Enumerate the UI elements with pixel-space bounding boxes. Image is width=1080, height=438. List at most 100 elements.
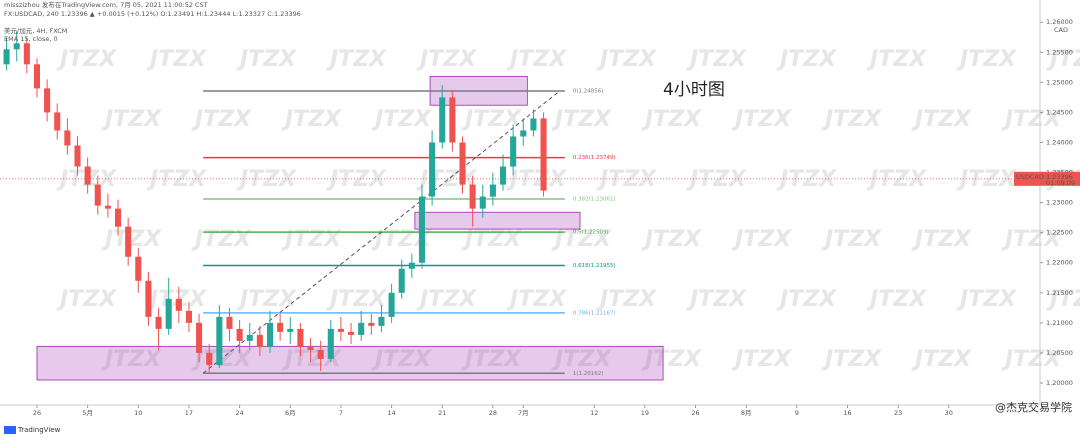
x-tick-label: 9 xyxy=(795,409,799,417)
zone xyxy=(36,345,664,381)
candle-body xyxy=(530,118,537,131)
symbol-tag: USDCAD xyxy=(1016,173,1044,181)
y-tick-label: 1.23000 xyxy=(1046,199,1073,207)
x-tick-label: 26 xyxy=(691,409,699,417)
x-tick-label: 23 xyxy=(894,409,902,417)
candle-body xyxy=(479,196,486,209)
candle-body xyxy=(277,322,284,332)
x-tick-label: 14 xyxy=(387,409,395,417)
x-tick-label: 7 xyxy=(339,409,343,417)
x-tick-label: 5月 xyxy=(82,409,93,417)
watermark: JTZX xyxy=(821,347,882,372)
candle-body xyxy=(439,97,446,143)
tv-logo xyxy=(4,426,16,434)
y-tick-label: 1.25000 xyxy=(1046,78,1073,86)
watermark: JTZX xyxy=(776,287,837,312)
footer-brand: TradingView xyxy=(17,426,61,434)
candle-body xyxy=(44,88,51,113)
candle-body xyxy=(429,142,436,197)
x-tick-label: 28 xyxy=(489,409,497,417)
chart-title: 4小时图 xyxy=(663,80,725,100)
candle-body xyxy=(114,208,122,227)
candle-body xyxy=(378,316,385,326)
watermark: JTZX xyxy=(236,47,297,72)
candle-body xyxy=(216,316,223,365)
x-tick-label: 24 xyxy=(235,409,243,417)
candle-body xyxy=(418,196,426,263)
watermark: JTZX xyxy=(911,107,972,132)
candle-body xyxy=(145,280,152,317)
watermark: JTZX xyxy=(281,227,342,252)
candle-body xyxy=(358,322,365,335)
candle-body xyxy=(398,268,405,293)
candle-body xyxy=(54,112,61,131)
candle-body xyxy=(246,334,253,341)
candle-body xyxy=(74,145,81,167)
watermark: JTZX xyxy=(371,107,432,132)
watermark: JTZX xyxy=(506,167,567,192)
candle-body xyxy=(469,184,476,209)
watermark: JTZX xyxy=(326,287,387,312)
watermark: JTZX xyxy=(1046,287,1080,312)
watermark: JTZX xyxy=(641,107,702,132)
candle-body xyxy=(206,352,213,365)
watermark: JTZX xyxy=(596,287,657,312)
watermark: JTZX xyxy=(731,347,792,372)
watermark: JTZX xyxy=(281,107,342,132)
watermark: JTZX xyxy=(866,47,927,72)
watermark: JTZX xyxy=(191,227,252,252)
candle-body xyxy=(287,328,294,332)
watermark: JTZX xyxy=(326,167,387,192)
zone xyxy=(414,211,581,230)
watermark: JTZX xyxy=(101,107,162,132)
candle-body xyxy=(125,226,132,257)
candle-body xyxy=(459,142,466,185)
watermark: JTZX xyxy=(191,107,252,132)
candle-body xyxy=(165,298,172,329)
candle-body xyxy=(307,346,314,350)
y-tick-label: 1.25500 xyxy=(1046,48,1073,56)
watermark: JTZX xyxy=(596,167,657,192)
watermark: JTZX xyxy=(776,167,837,192)
watermark: JTZX xyxy=(956,167,1017,192)
y-tick-label: 1.21000 xyxy=(1046,319,1073,327)
fib-label: 0.236(1.23749) xyxy=(573,155,616,161)
y-tick-label: 1.24000 xyxy=(1046,138,1073,146)
x-tick-label: 7月 xyxy=(518,409,529,417)
watermark: JTZX xyxy=(866,287,927,312)
watermark: JTZX xyxy=(551,227,612,252)
watermark: JTZX xyxy=(956,287,1017,312)
candle-body xyxy=(175,298,182,311)
x-tick-label: 21 xyxy=(438,409,446,417)
watermark: JTZX xyxy=(101,227,162,252)
x-tick-label: 6月 xyxy=(285,409,296,417)
y-tick-label: 1.20500 xyxy=(1046,349,1073,357)
watermark: JTZX xyxy=(821,107,882,132)
watermark: JTZX xyxy=(686,287,747,312)
watermark: JTZX xyxy=(101,347,162,372)
candle-body xyxy=(408,262,415,269)
header-line-3: 美元/加元, 4H, FXCM xyxy=(4,26,67,35)
candle-body xyxy=(540,118,547,191)
watermark: JTZX xyxy=(326,47,387,72)
y-tick-label: 1.22000 xyxy=(1046,259,1073,267)
candle-body xyxy=(256,334,263,347)
y-tick-label: 1.21500 xyxy=(1046,289,1073,297)
watermark: JTZX xyxy=(461,107,522,132)
candle-body xyxy=(104,205,111,209)
watermark: JTZX xyxy=(461,347,522,372)
watermark: JTZX xyxy=(56,287,117,312)
candle-body xyxy=(84,166,91,185)
trend-line xyxy=(202,90,561,374)
header-line-4: EMA 15, close, 0 xyxy=(4,35,58,43)
last-price-tag xyxy=(1014,171,1080,186)
x-tick-label: 17 xyxy=(185,409,193,417)
watermark: JTZX xyxy=(1001,227,1062,252)
watermark: JTZX xyxy=(1001,347,1062,372)
candle-body xyxy=(499,166,507,185)
watermark: JTZX xyxy=(776,47,837,72)
watermark: JTZX xyxy=(506,47,567,72)
watermark: JTZX xyxy=(506,287,567,312)
watermark: JTZX xyxy=(731,107,792,132)
